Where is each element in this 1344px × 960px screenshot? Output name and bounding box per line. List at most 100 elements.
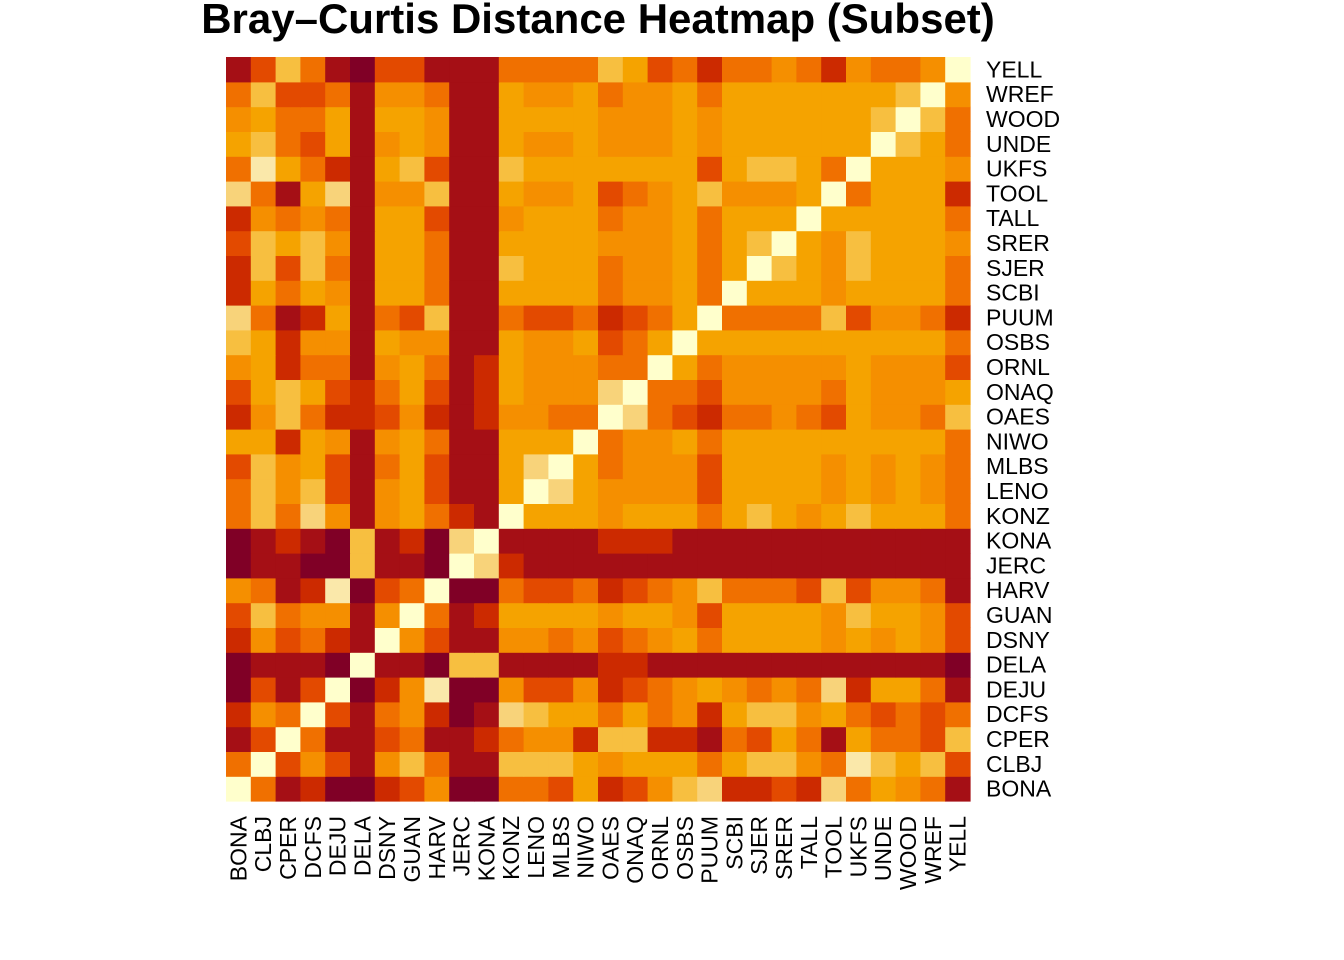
heatmap-cell-BONA-KONZ [498,776,525,802]
heatmap-cell-CLBJ-KONA [474,751,500,777]
x-tick-label: NIWO [573,816,599,879]
heatmap-cell-KONA-WREF [920,528,946,554]
heatmap-cell-CPER-ONAQ [622,726,649,752]
heatmap-cell-GUAN-NIWO [573,602,599,628]
heatmap-cell-OAES-DEJU [325,404,351,430]
heatmap-cell-OSBS-GUAN [399,329,425,356]
heatmap-cell-DELA-KONA [474,652,500,678]
heatmap-cell-NIWO-UKFS [846,429,872,455]
heatmap-cell-TOOL-ORNL [647,181,673,207]
heatmap-cell-CLBJ-WREF [920,751,946,777]
heatmap-cell-PUUM-UNDE [870,305,897,331]
heatmap-cell-SRER-SRER [771,230,797,256]
x-tick-label: WREF [920,816,946,884]
heatmap-cell-SJER-JERC [449,255,475,281]
heatmap-cell-UNDE-YELL [945,131,971,157]
heatmap-cell-SCBI-WREF [920,280,946,306]
heatmap-cell-GUAN-DELA [350,602,376,628]
heatmap-cell-HARV-UNDE [870,577,897,604]
heatmap-cell-GUAN-OSBS [672,602,698,628]
heatmap-cell-SRER-OSBS [672,230,698,256]
heatmap-cell-KONA-KONZ [498,528,525,554]
heatmap-cell-NIWO-DSNY [374,429,401,455]
heatmap-cell-WOOD-CLBJ [250,106,277,132]
heatmap-cell-ORNL-ORNL [647,354,673,380]
heatmap-cell-ONAQ-ORNL [647,379,673,405]
heatmap-cell-TALL-DCFS [300,205,326,232]
heatmap-cell-MLBS-GUAN [399,453,425,480]
heatmap-cell-WREF-TALL [796,81,822,108]
heatmap-cell-CPER-KONA [474,726,500,752]
heatmap-cell-DELA-WREF [920,652,946,678]
heatmap-cell-ONAQ-LENO [523,379,549,405]
heatmap-cell-HARV-BONA [226,577,252,604]
heatmap-cell-OAES-SJER [746,404,773,430]
heatmap-cell-LENO-DELA [350,478,376,504]
heatmap-cell-KONA-YELL [945,528,971,554]
heatmap-cell-ONAQ-OSBS [672,379,698,405]
heatmap-cell-BONA-HARV [424,776,450,802]
heatmap-cell-SRER-TALL [796,230,822,256]
heatmap-cell-OAES-DCFS [300,404,326,430]
heatmap-cell-WREF-JERC [449,81,475,108]
heatmap-cell-DEJU-KONA [474,677,500,703]
heatmap-cell-JERC-TOOL [821,553,847,579]
heatmap-cell-GUAN-SCBI [722,602,748,628]
heatmap-cell-CLBJ-GUAN [399,751,425,777]
y-tick-label: HARV [986,577,1050,603]
heatmap-cell-MLBS-UKFS [846,453,872,480]
heatmap-cell-SRER-SJER [746,230,773,256]
heatmap-cell-ONAQ-JERC [449,379,475,405]
heatmap-cell-UKFS-ONAQ [622,156,649,182]
heatmap-cell-YELL-WOOD [895,57,921,83]
heatmap-cell-TALL-OSBS [672,205,698,232]
heatmap-cell-GUAN-HARV [424,602,450,628]
x-tick-label: CPER [275,816,301,880]
heatmap-cell-DELA-OSBS [672,652,698,678]
heatmap-cell-JERC-DSNY [374,553,401,579]
heatmap-cell-YELL-ONAQ [622,57,649,83]
heatmap-cell-SCBI-OSBS [672,280,698,306]
heatmap-cell-LENO-NIWO [573,478,599,504]
heatmap-cell-PUUM-NIWO [573,305,599,331]
heatmap-cell-ONAQ-DSNY [374,379,401,405]
heatmap-cell-TALL-SCBI [722,205,748,232]
heatmap-cell-TOOL-YELL [945,181,971,207]
heatmap-cell-YELL-DELA [350,57,376,83]
heatmap-cell-LENO-TALL [796,478,822,504]
heatmap-cell-ORNL-BONA [226,354,252,380]
heatmap-cell-DSNY-BONA [226,627,252,653]
heatmap-cell-KONA-UNDE [870,528,897,554]
heatmap-cell-CPER-WOOD [895,726,921,752]
heatmap-cell-MLBS-ORNL [647,453,673,480]
heatmap-cell-ORNL-SCBI [722,354,748,380]
heatmap-cell-DEJU-HARV [424,677,450,703]
heatmap-cell-OAES-DELA [350,404,376,430]
x-axis-tick-labels: BONACLBJCPERDCFSDEJUDELADSNYGUANHARVJERC… [225,815,970,890]
heatmap-cell-JERC-OAES [598,553,624,579]
heatmap-cell-HARV-UKFS [846,577,872,604]
heatmap-cell-DSNY-KONZ [498,627,525,653]
heatmap-cell-CLBJ-DELA [350,751,376,777]
heatmap-cell-KONA-GUAN [399,528,425,554]
heatmap-cell-TALL-PUUM [697,205,723,232]
heatmap-cell-UKFS-JERC [449,156,475,182]
heatmap-cell-GUAN-DSNY [374,602,401,628]
heatmap-cell-SRER-ONAQ [622,230,649,256]
heatmap-cell-BONA-SJER [746,776,773,802]
heatmap-cell-JERC-SCBI [722,553,748,579]
heatmap-cell-SCBI-NIWO [573,280,599,306]
heatmap-cell-UNDE-GUAN [399,131,425,157]
heatmap-cell-WREF-GUAN [399,81,425,108]
heatmap-cell-YELL-SJER [746,57,773,83]
heatmap-cell-SJER-WOOD [895,255,921,281]
heatmap-cell-OAES-MLBS [548,404,574,430]
x-tick-label: OAES [597,816,623,880]
heatmap-cell-YELL-ORNL [647,57,673,83]
heatmap-cell-KONZ-WREF [920,503,946,529]
heatmap-cell-CPER-DEJU [325,726,351,752]
heatmap-cell-SCBI-DCFS [300,280,326,306]
heatmap-cell-SJER-GUAN [399,255,425,281]
heatmap-cell-PUUM-DCFS [300,305,326,331]
heatmap-cell-BONA-NIWO [573,776,599,802]
